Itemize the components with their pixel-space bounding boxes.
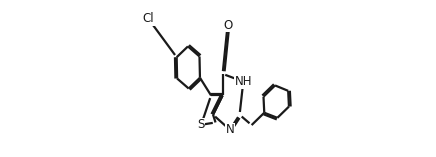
Text: O: O [223, 19, 232, 32]
Text: S: S [198, 118, 205, 131]
Text: Cl: Cl [143, 12, 154, 25]
Text: N: N [225, 123, 234, 136]
Text: NH: NH [235, 75, 252, 88]
